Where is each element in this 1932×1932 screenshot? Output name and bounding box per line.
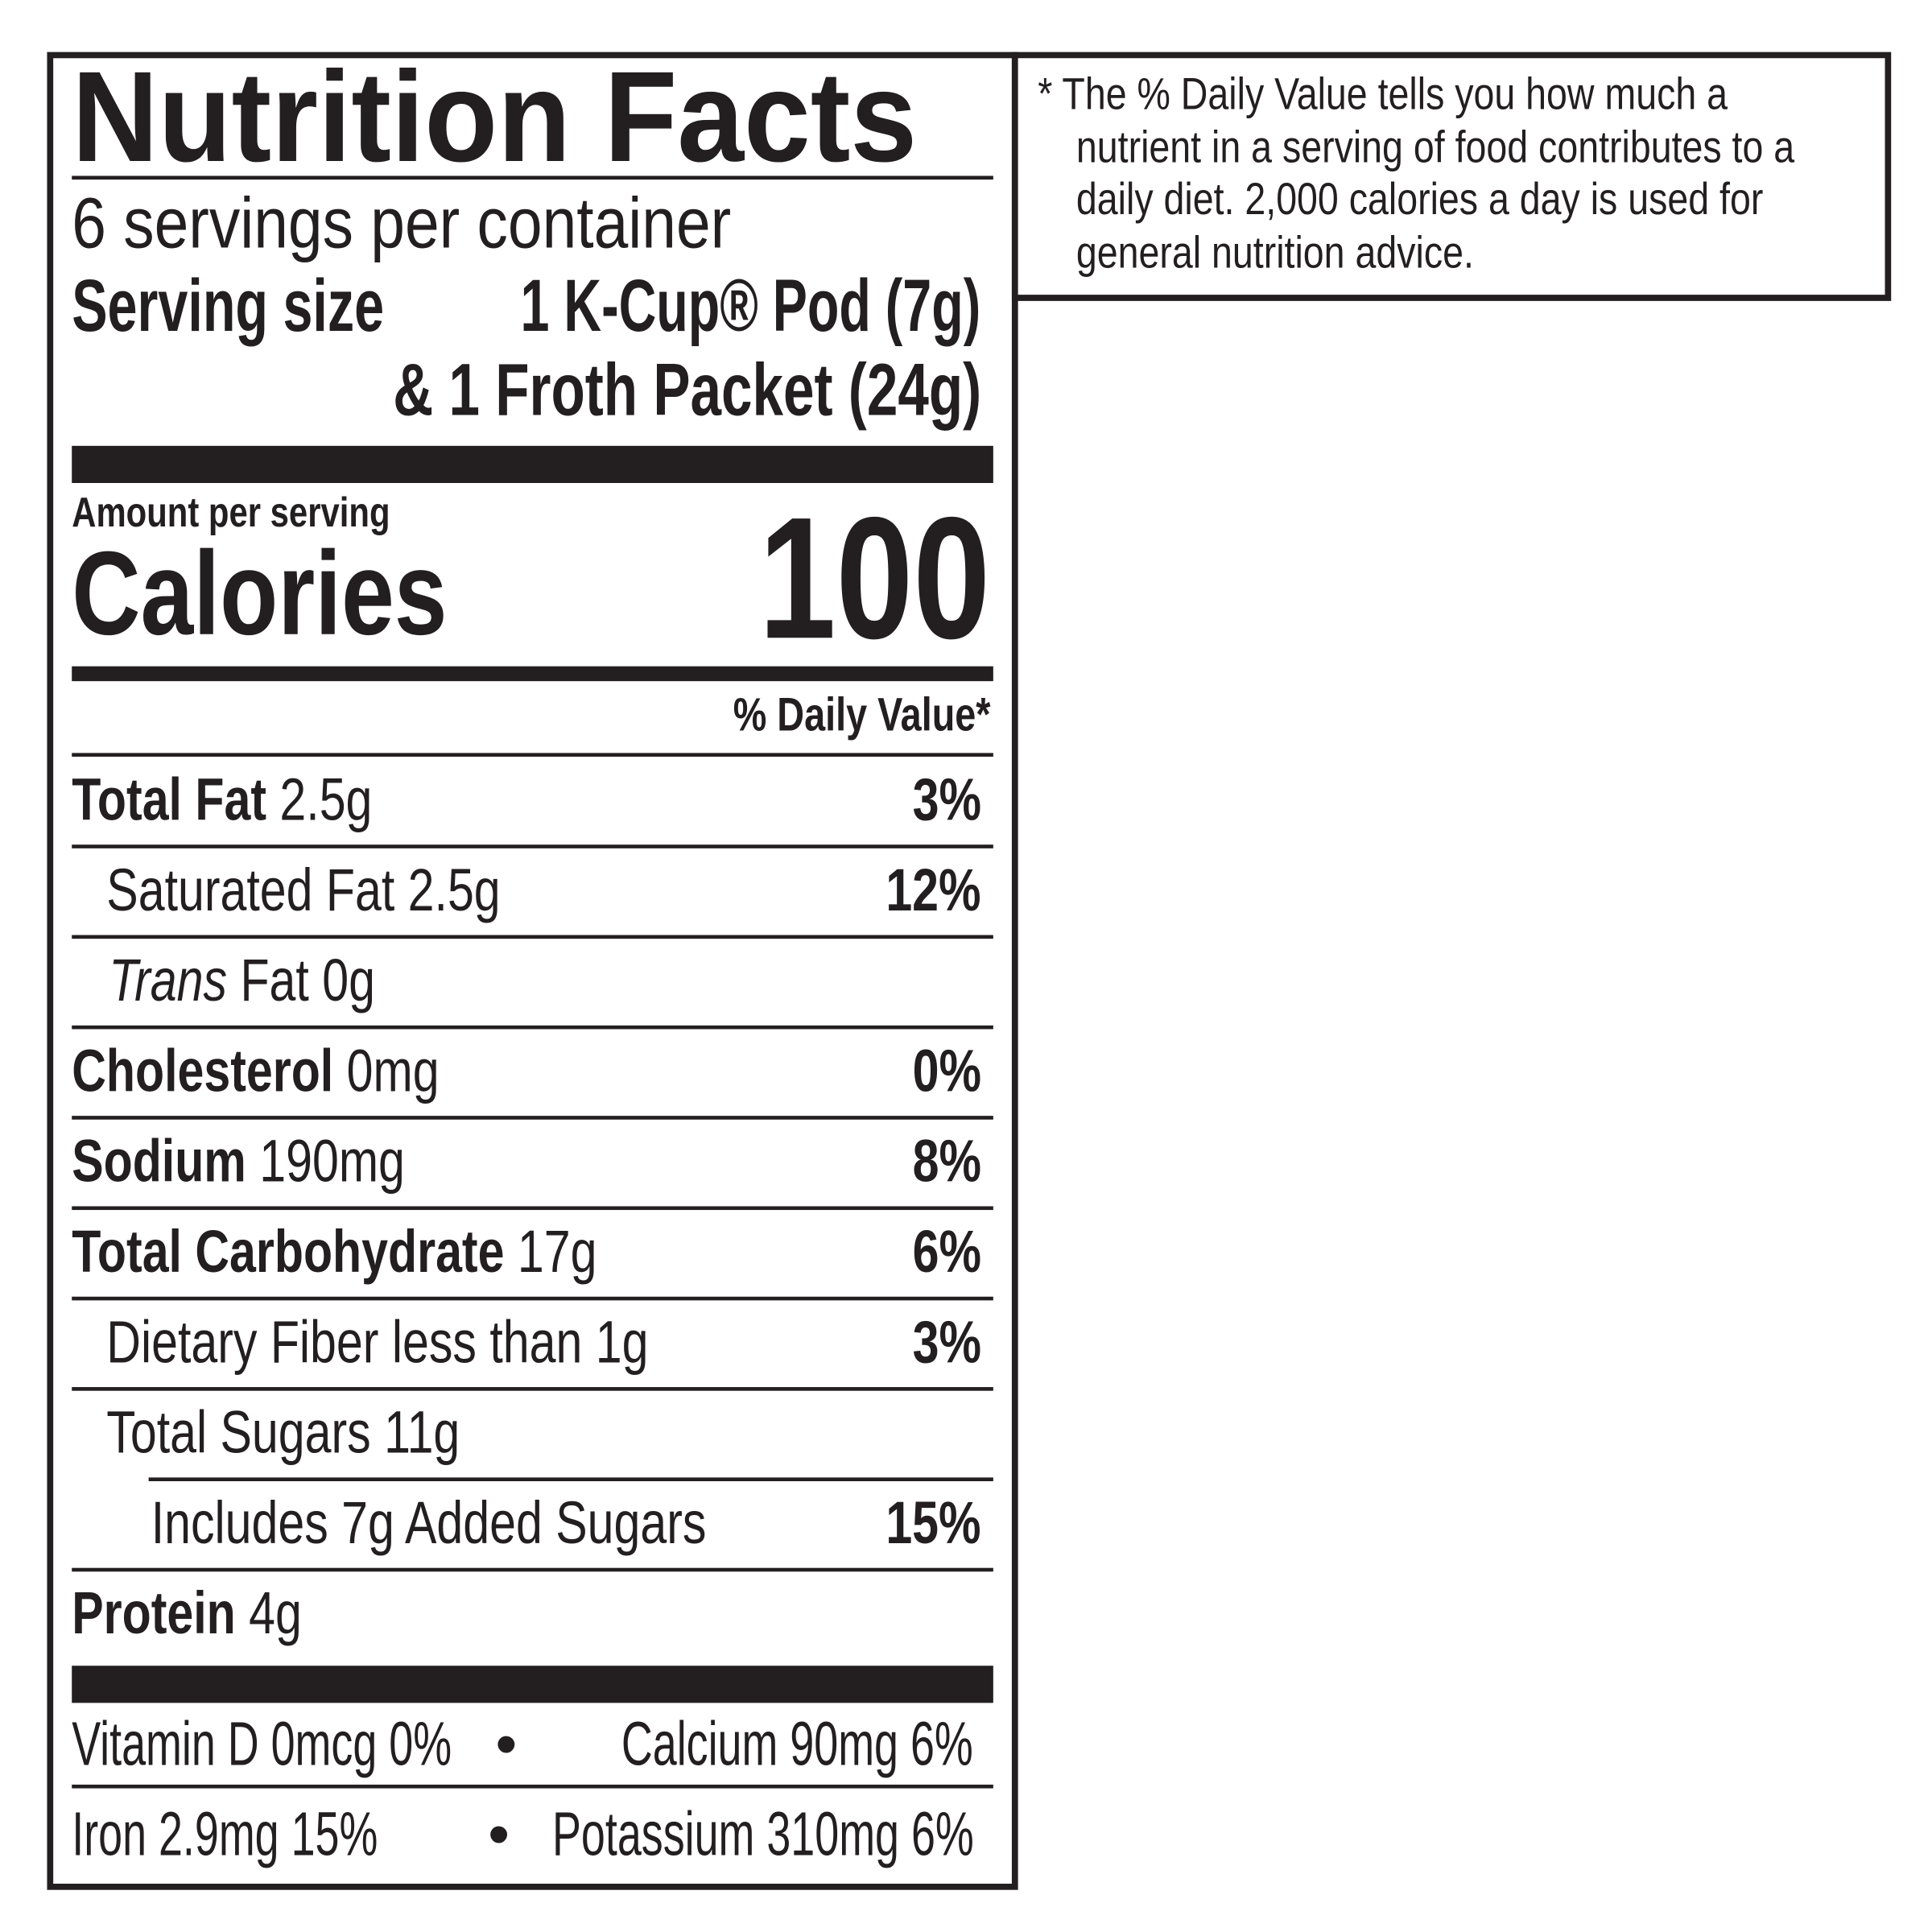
divider	[72, 1296, 993, 1301]
calories-label: Calories	[72, 527, 448, 660]
divider	[72, 1116, 993, 1120]
divider	[72, 1567, 993, 1572]
nutrient-row-total-carbohydrate: Total Carbohydrate 17g 6%	[72, 1210, 980, 1297]
nutrient-name: Trans	[109, 948, 228, 1014]
nutrient-row-dietary-fiber: Dietary Fiber less than 1g 3%	[72, 1300, 980, 1387]
amount-per-serving: Amount per serving	[72, 489, 390, 537]
nutrient-dv: 8%	[912, 1129, 981, 1195]
nutrient-dv: 3%	[912, 767, 981, 834]
vitamin-d: Vitamin D 0mcg 0%	[72, 1709, 452, 1779]
bullet-icon: •	[488, 1799, 510, 1869]
nutrient-row-trans-fat: Trans Fat 0g	[72, 939, 980, 1026]
nutrient-dv: 6%	[912, 1220, 981, 1286]
nutrient-row-total-fat: Total Fat 2.5g 3%	[72, 758, 980, 845]
serving-size-value-line2: & 1 Froth Packet (24g)	[392, 348, 981, 431]
potassium: Potassium 310mg 6%	[551, 1799, 974, 1869]
divider	[72, 175, 993, 180]
label-title: Nutrition Facts	[72, 45, 918, 190]
calcium: Calcium 90mg 6%	[621, 1709, 974, 1779]
nutrient-amount: 4g	[249, 1581, 302, 1648]
divider	[72, 753, 993, 757]
nutrient-dv: 15%	[886, 1491, 981, 1557]
footnote-panel	[1011, 52, 1892, 301]
nutrient-name: Dietary Fiber less than 1g	[106, 1310, 649, 1377]
nutrient-row-saturated-fat: Saturated Fat 2.5g 12%	[72, 848, 980, 935]
nutrient-name: Total Carbohydrate	[72, 1220, 505, 1286]
footnote-line: general nutrition advice.	[1075, 225, 1474, 277]
nutrient-name: Saturated Fat 2.5g	[106, 858, 501, 924]
divider	[72, 1025, 993, 1030]
daily-value-header: % Daily Value*	[733, 689, 991, 742]
nutrient-dv: 12%	[886, 858, 981, 924]
footnote-line: nutrient in a serving of food contribute…	[1075, 120, 1795, 172]
nutrient-row-protein: Protein 4g	[72, 1571, 980, 1658]
nutrient-name: Cholesterol	[72, 1038, 334, 1105]
nutrient-row-sodium: Sodium 190mg 8%	[72, 1120, 980, 1207]
nutrient-name: Protein	[72, 1581, 236, 1648]
nutrient-amount: 0mg	[346, 1038, 440, 1105]
serving-size-value-line1: 1 K-Cup® Pod (7g)	[520, 263, 981, 347]
divider	[72, 1387, 993, 1391]
nutrient-row-total-sugars: Total Sugars 11g	[72, 1391, 980, 1478]
nutrient-row-cholesterol: Cholesterol 0mg 0%	[72, 1029, 980, 1116]
bullet-icon: •	[495, 1709, 518, 1779]
divider	[148, 1477, 993, 1481]
nutrient-row-added-sugars: Includes 7g Added Sugars 15%	[72, 1481, 981, 1568]
iron: Iron 2.9mg 15%	[72, 1799, 378, 1869]
serving-size-label: Serving size	[72, 263, 385, 347]
nutrient-amount: 190mg	[259, 1129, 405, 1195]
nutrient-name: Total Sugars 11g	[106, 1400, 460, 1467]
divider	[72, 1206, 993, 1211]
nutrient-amount: 17g	[517, 1220, 597, 1286]
servings-per-container: 6 servings per container	[72, 183, 732, 264]
nutrient-amount: 2.5g	[279, 767, 373, 834]
nutrient-dv: 0%	[912, 1038, 981, 1105]
calories-value: 100	[759, 480, 991, 675]
nutrient-name: Total Fat	[72, 767, 266, 834]
divider	[72, 1784, 993, 1789]
vitamin-row-1: Vitamin D 0mcg 0% • Calcium 90mg 6%	[72, 1700, 980, 1787]
divider	[72, 844, 993, 848]
nutrient-dv: 3%	[912, 1310, 981, 1377]
daily-value-footnote: * The % Daily Value tells you how much a…	[1038, 68, 1931, 279]
nutrient-name: Sodium	[72, 1129, 246, 1195]
footnote-line: daily diet. 2,000 calories a day is used…	[1075, 173, 1764, 225]
vitamin-row-2: Iron 2.9mg 15% • Potassium 310mg 6%	[72, 1791, 980, 1878]
nutrient-name: Includes 7g Added Sugars	[151, 1491, 707, 1557]
nutrient-amount: Fat 0g	[240, 948, 375, 1014]
footnote-line: * The % Daily Value tells you how much a	[1038, 68, 1728, 119]
divider	[72, 935, 993, 939]
thick-divider	[72, 1666, 993, 1703]
thick-divider	[72, 445, 993, 483]
nutrition-facts-panel	[47, 52, 1018, 1890]
medium-divider	[72, 666, 993, 682]
